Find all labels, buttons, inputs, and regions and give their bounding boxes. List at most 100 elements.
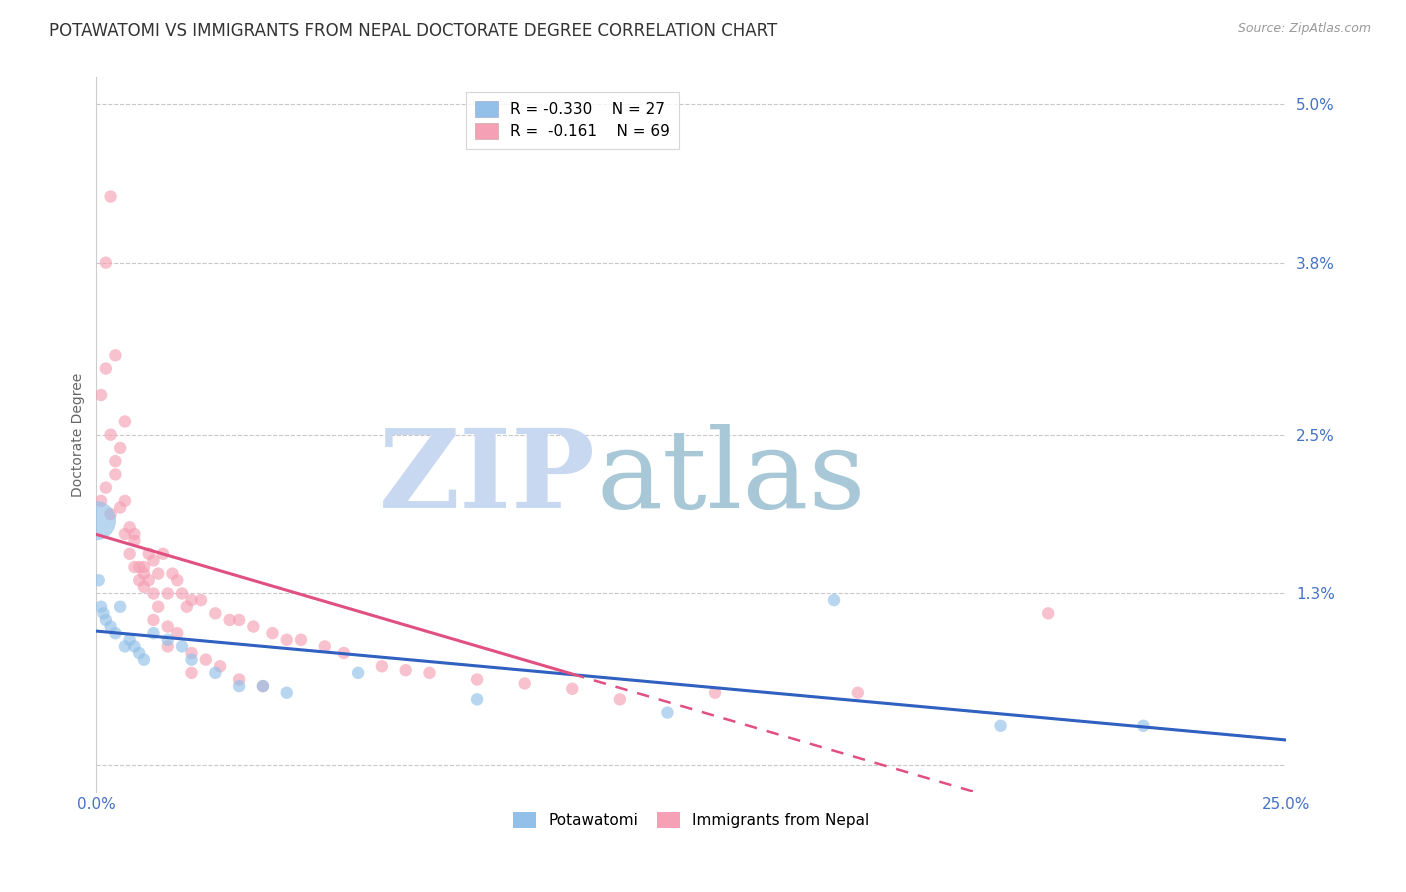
Point xyxy=(142,586,165,600)
Point xyxy=(100,619,122,633)
Point xyxy=(118,547,141,561)
Point xyxy=(418,665,440,680)
Point xyxy=(86,514,108,528)
Point xyxy=(94,255,117,269)
Point xyxy=(100,189,122,203)
Point xyxy=(114,494,136,508)
Point xyxy=(276,632,298,647)
Point xyxy=(513,676,536,690)
Point xyxy=(180,646,202,660)
Point xyxy=(162,566,184,581)
Point xyxy=(609,692,631,706)
Point xyxy=(124,560,146,574)
Y-axis label: Doctorate Degree: Doctorate Degree xyxy=(72,373,86,497)
Point xyxy=(108,441,131,455)
Point xyxy=(132,560,155,574)
Point xyxy=(108,500,131,515)
Point xyxy=(204,607,226,621)
Point xyxy=(276,686,298,700)
Point xyxy=(104,626,127,640)
Point xyxy=(142,613,165,627)
Point xyxy=(90,599,112,614)
Point xyxy=(242,619,264,633)
Point xyxy=(1038,607,1060,621)
Point xyxy=(138,547,160,561)
Point xyxy=(94,361,117,376)
Point xyxy=(333,646,356,660)
Point xyxy=(114,527,136,541)
Point xyxy=(823,593,845,607)
Point xyxy=(180,665,202,680)
Point xyxy=(93,607,115,621)
Text: POTAWATOMI VS IMMIGRANTS FROM NEPAL DOCTORATE DEGREE CORRELATION CHART: POTAWATOMI VS IMMIGRANTS FROM NEPAL DOCT… xyxy=(49,22,778,40)
Point xyxy=(132,653,155,667)
Point xyxy=(114,640,136,654)
Point xyxy=(228,679,250,693)
Point xyxy=(90,388,112,402)
Text: ZIP: ZIP xyxy=(380,424,596,531)
Point xyxy=(170,586,193,600)
Point xyxy=(228,613,250,627)
Point xyxy=(204,665,226,680)
Point xyxy=(465,673,488,687)
Point xyxy=(87,574,110,588)
Point xyxy=(100,427,122,442)
Point xyxy=(94,613,117,627)
Point xyxy=(465,692,488,706)
Point xyxy=(252,679,274,693)
Point xyxy=(1132,719,1154,733)
Point xyxy=(180,653,202,667)
Point xyxy=(176,599,198,614)
Point xyxy=(218,613,240,627)
Point xyxy=(314,640,336,654)
Point xyxy=(128,560,150,574)
Point xyxy=(209,659,232,673)
Point xyxy=(132,566,155,581)
Point xyxy=(561,681,583,696)
Point xyxy=(94,481,117,495)
Point xyxy=(104,467,127,482)
Point xyxy=(166,626,188,640)
Point xyxy=(114,414,136,428)
Point xyxy=(104,454,127,468)
Point xyxy=(132,580,155,594)
Point xyxy=(128,646,150,660)
Point xyxy=(180,593,202,607)
Legend: Potawatomi, Immigrants from Nepal: Potawatomi, Immigrants from Nepal xyxy=(508,806,876,834)
Point xyxy=(990,719,1012,733)
Point xyxy=(104,348,127,362)
Point xyxy=(657,706,679,720)
Point xyxy=(100,507,122,521)
Point xyxy=(228,673,250,687)
Point xyxy=(194,653,217,667)
Point xyxy=(148,566,170,581)
Point xyxy=(148,599,170,614)
Point xyxy=(118,632,141,647)
Point xyxy=(170,640,193,654)
Point xyxy=(252,679,274,693)
Point xyxy=(142,626,165,640)
Text: Source: ZipAtlas.com: Source: ZipAtlas.com xyxy=(1237,22,1371,36)
Point xyxy=(846,686,869,700)
Point xyxy=(156,619,179,633)
Point xyxy=(704,686,727,700)
Point xyxy=(190,593,212,607)
Point xyxy=(142,553,165,567)
Point xyxy=(347,665,370,680)
Point xyxy=(371,659,394,673)
Point xyxy=(395,663,418,677)
Point xyxy=(262,626,284,640)
Point xyxy=(156,632,179,647)
Point xyxy=(156,586,179,600)
Point xyxy=(138,574,160,588)
Point xyxy=(118,520,141,534)
Point xyxy=(152,547,174,561)
Point xyxy=(90,494,112,508)
Text: atlas: atlas xyxy=(596,424,866,531)
Point xyxy=(128,574,150,588)
Point xyxy=(124,640,146,654)
Point xyxy=(124,527,146,541)
Point xyxy=(156,640,179,654)
Point xyxy=(124,533,146,548)
Point xyxy=(166,574,188,588)
